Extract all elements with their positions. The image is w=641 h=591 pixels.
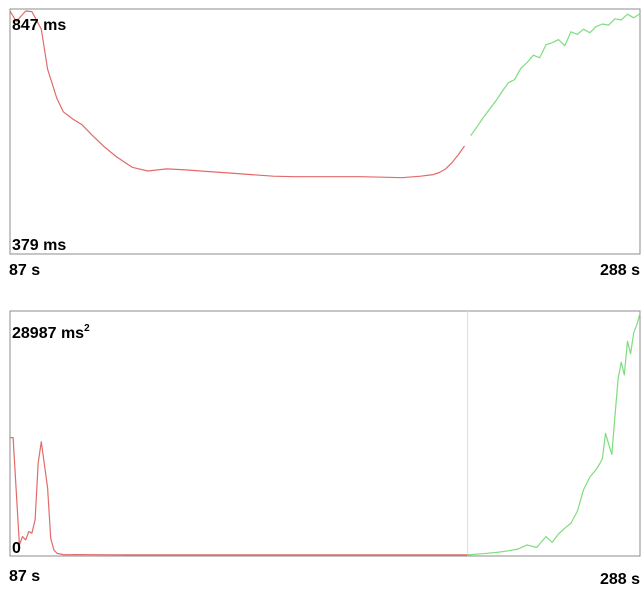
chart1-series-lines [9,10,641,179]
chart2-y-max-label: 28987 ms2 [12,323,90,342]
chart1-x-start-label: 87 s [9,262,40,279]
chart2-series-segment-green [467,313,641,556]
chart1-series-segment-red [9,10,465,179]
chart1-y-min-label: 379 ms [12,237,66,254]
chart-rr-variance: 28987 ms2 0 87 s 288 s [9,310,641,588]
chart-rr-interval: 847 ms 379 ms 87 s 288 s [9,8,641,279]
chart2-y-max-value: 28987 ms [12,325,84,342]
chart1-y-max-label: 847 ms [12,17,66,34]
chart2-x-end-label: 288 s [600,571,640,586]
chart2-series-lines [10,313,641,556]
chart2-frame [9,310,641,557]
chart2-x-start-label: 87 s [9,568,40,585]
chart1-x-end-label: 288 s [600,262,640,279]
chart2-series-segment-red [10,437,468,556]
chart1-frame [9,8,641,255]
chart2-y-min-label: 0 [12,540,21,557]
chart2-y-max-superscript: 2 [84,323,90,334]
chart1-series-segment-green [470,13,641,137]
